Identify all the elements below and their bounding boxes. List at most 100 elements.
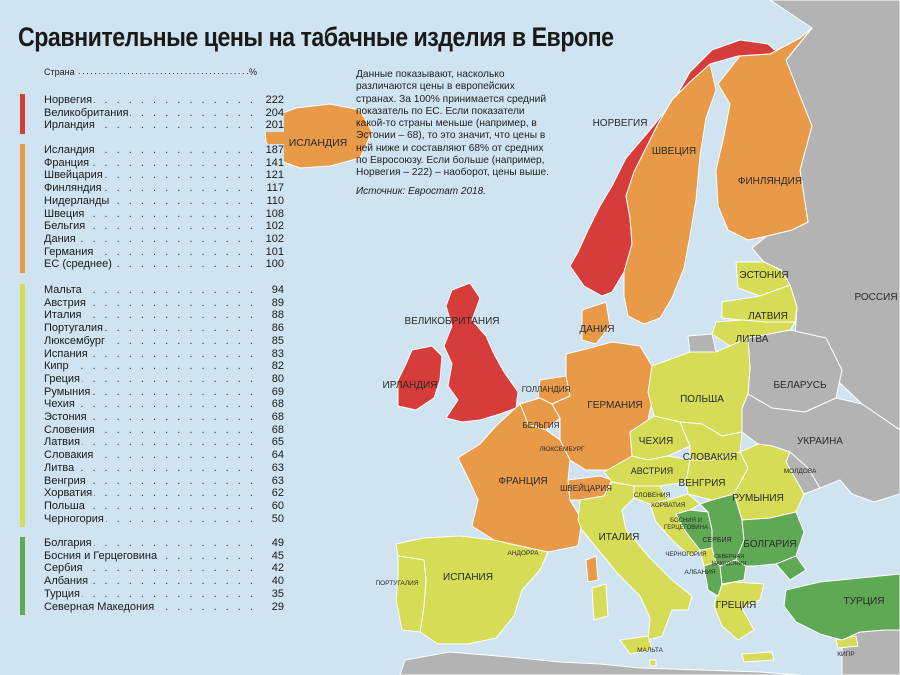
legend-value: 64 (260, 449, 284, 463)
legend-country: Исландия (44, 144, 97, 157)
label-ireland: ИРЛАНДИЯ (383, 380, 438, 391)
legend-row: . . . . . . . . . . . . . . . . . . . . … (44, 106, 284, 120)
legend-value: 60 (260, 499, 284, 513)
label-czech: ЧЕХИЯ (639, 436, 673, 447)
map-labels: ИСЛАНДИЯ НОРВЕГИЯ ШВЕЦИЯ ФИНЛЯНДИЯ РОССИ… (289, 118, 898, 658)
legend-value: 63 (260, 461, 284, 475)
legend-row: . . . . . . . . . . . . . . . . . . . . … (44, 575, 284, 589)
page-title: Сравнительные цены на табачные изделия в… (18, 22, 614, 52)
legend-country: Мальта (44, 284, 84, 297)
legend-row: . . . . . . . . . . . . . . . . . . . . … (44, 411, 284, 424)
legend-row: . . . . . . . . . . . . . . . . . . . . … (44, 372, 284, 386)
label-netherlands: ГОЛЛАНДИЯ (522, 385, 571, 394)
region-africa (399, 651, 801, 675)
legend-row: . . . . . . . . . . . . . . . . . . . . … (44, 512, 284, 526)
legend-header-country: Страна (44, 67, 75, 77)
label-ukraine: УКРАИНА (797, 436, 843, 447)
legend-country: Босния и Герцеговина (44, 549, 160, 563)
legend-country: Сербия (44, 562, 85, 576)
legend-row-leader: . . . . . . . . . . . . . . . . . . . . … (44, 562, 260, 575)
label-bosnia-2: ГЕРЦЕГОВИНА (664, 525, 708, 531)
legend-value: 65 (260, 436, 284, 450)
legend-row-leader: . . . . . . . . . . . . . . . . . . . . … (44, 309, 260, 322)
legend-country: Румыния (44, 385, 93, 399)
legend-row: . . . . . . . . . . . . . . . . . . . . … (44, 562, 284, 576)
region-portugal (395, 555, 427, 633)
legend-value: 42 (260, 562, 284, 576)
label-germany: ГЕРМАНИЯ (587, 400, 642, 411)
label-montenegro: ЧЕРНОГОРИЯ (665, 552, 706, 558)
source-note: Источник: Евростат 2018. (356, 186, 486, 197)
legend-row-leader: . . . . . . . . . . . . . . . . . . . . … (44, 207, 260, 220)
legend-row-leader: . . . . . . . . . . . . . . . . . . . . … (44, 449, 260, 462)
explanation-note: Данные показывают, насколько различаются… (356, 69, 549, 179)
legend-value: 141 (260, 156, 284, 170)
legend-header: Страна .................................… (44, 66, 257, 77)
legend-row-leader: . . . . . . . . . . . . . . . . . . . . … (44, 156, 260, 169)
label-croatia: ХОРВАТИЯ (651, 502, 686, 509)
region-ukraine (741, 393, 900, 503)
legend-country: Черногория (44, 512, 106, 526)
legend-country: Норвегия (44, 94, 95, 107)
legend-country: Португалия (44, 322, 105, 336)
legend-country: Франция (44, 156, 92, 170)
legend-value: 50 (260, 512, 284, 526)
legend-row: . . . . . . . . . . . . . . . . . . . . … (44, 119, 284, 133)
label-macedonia-2: МАКЕДОНИЯ (711, 561, 746, 567)
legend-country: Люксембург (44, 334, 108, 348)
legend-row: . . . . . . . . . . . . . . . . . . . . … (44, 245, 284, 259)
legend-country: Болгария (44, 537, 94, 550)
label-malta: МАЛЬТА (637, 647, 664, 654)
legend: Страна .................................… (0, 0, 284, 675)
label-hungary: ВЕНГРИЯ (678, 478, 725, 489)
legend-row: . . . . . . . . . . . . . . . . . . . . … (44, 220, 284, 234)
legend-row: . . . . . . . . . . . . . . . . . . . . … (44, 360, 284, 374)
legend-value: 121 (260, 169, 284, 183)
legend-value: 68 (260, 398, 284, 412)
legend-row: . . . . . . . . . . . . . . . . . . . . … (44, 169, 284, 183)
legend-group-color-bar (20, 94, 25, 135)
legend-country: ЕС (среднее) (44, 258, 114, 272)
legend-value: 101 (260, 245, 284, 259)
legend-row-leader: . . . . . . . . . . . . . . . . . . . . … (44, 360, 260, 373)
legend-row-leader: . . . . . . . . . . . . . . . . . . . . … (44, 372, 260, 385)
region-lithuania (711, 319, 796, 347)
legend-value: 63 (260, 474, 284, 488)
legend-value: 82 (260, 360, 284, 374)
legend-value: 86 (260, 322, 284, 336)
label-moldova: МОЛДОВА (784, 468, 817, 475)
legend-row-leader: . . . . . . . . . . . . . . . . . . . . … (44, 499, 260, 512)
region-ireland (397, 345, 443, 411)
legend-country: Польша (44, 499, 87, 513)
legend-row: . . . . . . . . . . . . . . . . . . . . … (44, 461, 284, 475)
label-portugal: ПОРТУГАЛИЯ (375, 580, 418, 587)
legend-country: Финляндия (44, 182, 104, 196)
legend-row-leader: . . . . . . . . . . . . . . . . . . . . … (44, 94, 260, 106)
legend-row-leader: . . . . . . . . . . . . . . . . . . . . … (44, 119, 260, 132)
legend-country: Албания (44, 575, 91, 589)
legend-value: 204 (260, 106, 284, 120)
label-turkey: ТУРЦИЯ (844, 596, 885, 607)
legend-country: Бельгия (44, 220, 88, 234)
label-bosnia-1: БОСНИЯ И (670, 518, 702, 524)
legend-value: 83 (260, 347, 284, 361)
region-sardinia (591, 583, 609, 621)
legend-row: . . . . . . . . . . . . . . . . . . . . … (44, 487, 284, 501)
legend-country: Северная Македония (44, 600, 157, 614)
legend-row: . . . . . . . . . . . . . . . . . . . . … (44, 232, 284, 246)
legend-row: . . . . . . . . . . . . . . . . . . . . … (44, 156, 284, 170)
region-kaliningrad (687, 333, 717, 353)
legend-country: Италия (44, 309, 84, 323)
legend-country: Дания (44, 232, 78, 246)
legend-value: 187 (260, 144, 284, 157)
region-finland (715, 27, 813, 241)
legend-value: 68 (260, 423, 284, 437)
legend-row: . . . . . . . . . . . . . . . . . . . . … (44, 436, 284, 450)
legend-header-leader: ........................................… (78, 66, 251, 76)
legend-row: . . . . . . . . . . . . . . . . . . . . … (44, 194, 284, 208)
legend-row: . . . . . . . . . . . . . . . . . . . . … (44, 587, 284, 601)
legend-country: Швейцария (44, 169, 105, 183)
legend-country: Германия (44, 245, 96, 259)
legend-row: . . . . . . . . . . . . . . . . . . . . … (44, 398, 284, 412)
label-greece: ГРЕЦИЯ (716, 600, 757, 611)
